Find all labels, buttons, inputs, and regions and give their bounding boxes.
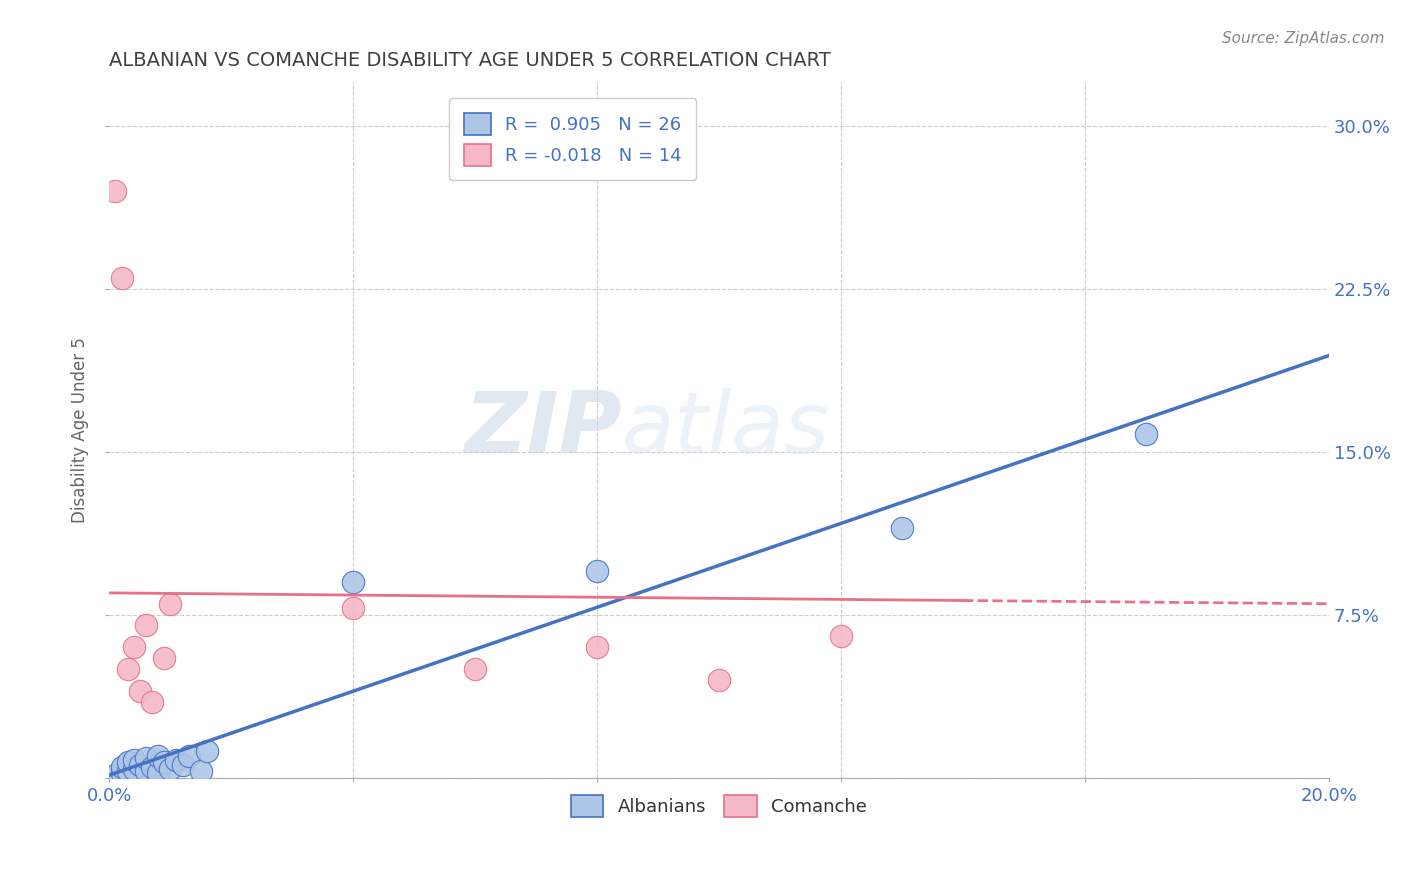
Point bbox=[177, 748, 200, 763]
Point bbox=[1135, 427, 1157, 442]
Point bbox=[159, 597, 181, 611]
Point bbox=[128, 683, 150, 698]
Point bbox=[104, 184, 127, 198]
Point bbox=[159, 762, 181, 776]
Point bbox=[110, 766, 132, 780]
Point bbox=[135, 618, 157, 632]
Text: atlas: atlas bbox=[621, 388, 830, 472]
Point bbox=[146, 748, 169, 763]
Point bbox=[153, 756, 176, 770]
Point bbox=[122, 640, 145, 655]
Point bbox=[586, 564, 609, 578]
Point bbox=[707, 673, 730, 687]
Point bbox=[110, 271, 132, 285]
Point bbox=[146, 766, 169, 780]
Point bbox=[891, 521, 914, 535]
Point bbox=[117, 662, 139, 676]
Point bbox=[165, 753, 187, 767]
Point bbox=[342, 575, 364, 590]
Point bbox=[141, 760, 163, 774]
Point bbox=[830, 629, 852, 643]
Point bbox=[104, 768, 127, 782]
Point bbox=[117, 764, 139, 778]
Point bbox=[128, 757, 150, 772]
Point bbox=[122, 753, 145, 767]
Point bbox=[342, 601, 364, 615]
Point bbox=[153, 651, 176, 665]
Legend: Albanians, Comanche: Albanians, Comanche bbox=[564, 788, 875, 824]
Text: Source: ZipAtlas.com: Source: ZipAtlas.com bbox=[1222, 31, 1385, 46]
Point bbox=[464, 662, 486, 676]
Point bbox=[110, 760, 132, 774]
Y-axis label: Disability Age Under 5: Disability Age Under 5 bbox=[72, 337, 89, 523]
Point bbox=[135, 751, 157, 765]
Point bbox=[172, 757, 194, 772]
Point bbox=[141, 694, 163, 708]
Text: ZIP: ZIP bbox=[464, 388, 621, 472]
Text: ALBANIAN VS COMANCHE DISABILITY AGE UNDER 5 CORRELATION CHART: ALBANIAN VS COMANCHE DISABILITY AGE UNDE… bbox=[110, 51, 831, 70]
Point bbox=[586, 640, 609, 655]
Point bbox=[122, 762, 145, 776]
Point bbox=[190, 764, 212, 778]
Point bbox=[195, 744, 218, 758]
Point bbox=[135, 764, 157, 778]
Point bbox=[117, 756, 139, 770]
